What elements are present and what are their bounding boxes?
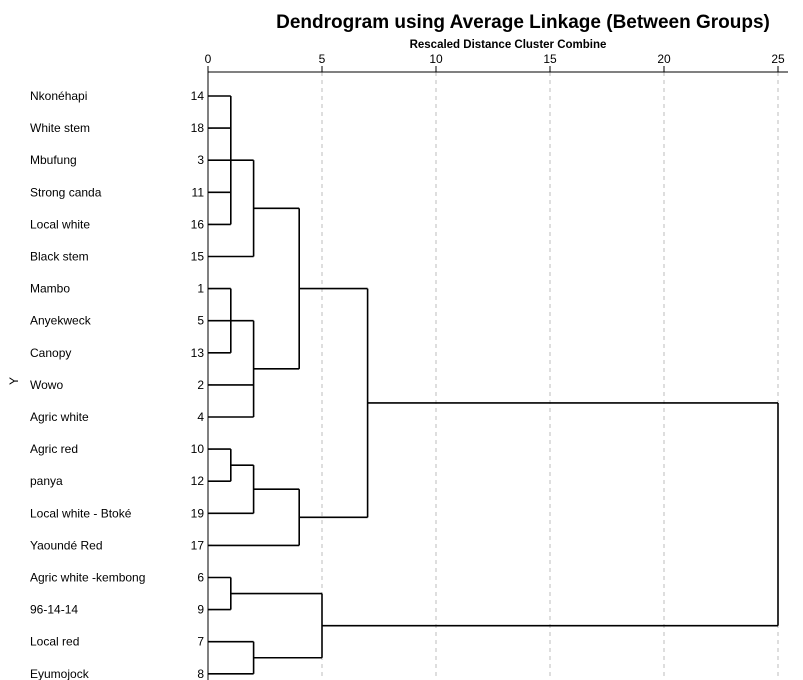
leaf-case-number: 13 <box>191 346 205 360</box>
leaf-label: Wowo <box>30 378 63 392</box>
x-tick-label-15: 15 <box>543 52 557 66</box>
leaf-label: Agric white <box>30 410 89 424</box>
leaf-label: Nkonéhapi <box>30 89 87 103</box>
leaf-label: Agric white -kembong <box>30 571 145 585</box>
leaf-label: Local white - Btoké <box>30 506 132 520</box>
leaf-label: Local white <box>30 217 90 231</box>
leaf-label: Mbufung <box>30 153 77 167</box>
x-tick-label-5: 5 <box>319 52 326 66</box>
leaf-label: White stem <box>30 121 90 135</box>
leaf-case-number: 18 <box>191 121 205 135</box>
leaf-case-number: 16 <box>191 217 205 231</box>
leaf-case-number: 17 <box>191 538 205 552</box>
leaf-case-number: 12 <box>191 474 205 488</box>
leaf-case-number: 4 <box>197 410 204 424</box>
chart-title: Dendrogram using Average Linkage (Betwee… <box>276 12 770 33</box>
leaf-case-number: 19 <box>191 506 205 520</box>
leaf-label: Eyumojock <box>30 667 90 680</box>
leaf-label: Yaoundé Red <box>30 538 103 552</box>
leaf-case-number: 14 <box>191 89 205 103</box>
leaf-label: Strong canda <box>30 185 102 199</box>
x-tick-label-20: 20 <box>657 52 671 66</box>
x-axis: 0 5 10 15 20 25 <box>205 52 788 680</box>
leaf-case-number: 9 <box>197 603 204 617</box>
y-axis-label: Y <box>7 377 21 385</box>
leaf-label: Black stem <box>30 250 89 264</box>
leaf-case-number: 3 <box>197 153 204 167</box>
x-tick-label-25: 25 <box>771 52 785 66</box>
leaf-label: Anyekweck <box>30 314 92 328</box>
leaf-label: Agric red <box>30 442 78 456</box>
leaf-case-number: 1 <box>197 282 204 296</box>
leaf-case-number: 7 <box>197 635 204 649</box>
leaf-label: Canopy <box>30 346 71 360</box>
leaf-label: panya <box>30 474 63 488</box>
dendrogram-branches <box>208 95 779 675</box>
leaf-case-number: 6 <box>197 571 204 585</box>
x-tick-label-10: 10 <box>429 52 443 66</box>
leaf-case-number: 11 <box>192 185 205 199</box>
leaf-label: Mambo <box>30 282 70 296</box>
leaf-case-number: 2 <box>197 378 204 392</box>
leaf-case-number: 8 <box>197 667 204 680</box>
x-axis-title: Rescaled Distance Cluster Combine <box>410 39 607 51</box>
grid-lines <box>321 72 779 680</box>
x-tick-label-0: 0 <box>205 52 212 66</box>
leaf-label: Local red <box>30 635 79 649</box>
leaf-case-number: 5 <box>197 314 204 328</box>
leaf-label: 96-14-14 <box>30 603 78 617</box>
leaf-case-number: 10 <box>191 442 205 456</box>
leaf-case-number: 15 <box>191 250 205 264</box>
